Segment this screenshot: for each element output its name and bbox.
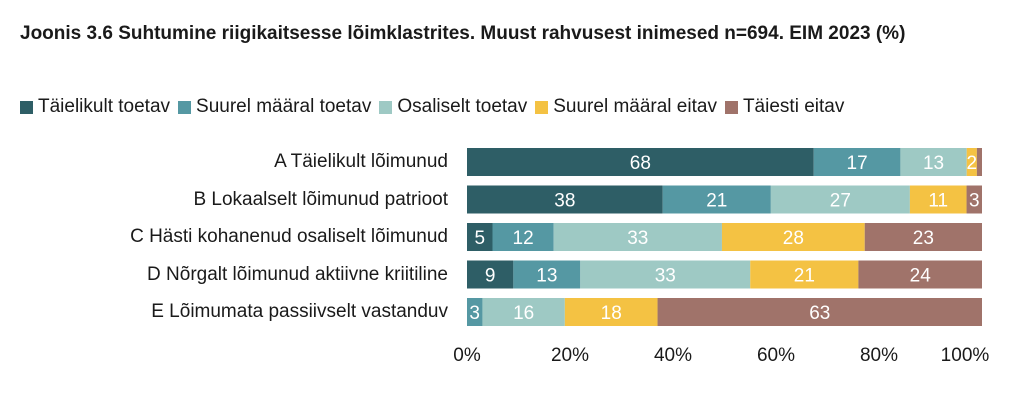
bar-segment <box>513 260 581 289</box>
data-label: 5 <box>474 228 485 249</box>
legend-label: Osaliselt toetav <box>397 96 528 117</box>
legend-label: Täielikult toetav <box>38 96 171 117</box>
data-label: 68 <box>630 153 651 174</box>
bar-segment <box>813 148 901 176</box>
data-label: 12 <box>513 228 534 249</box>
legend-label: Suurel määral toetav <box>196 96 372 117</box>
bar-segment <box>657 298 982 326</box>
legend-item: Suurel määral eitav <box>535 96 717 118</box>
bar-segment <box>966 185 982 214</box>
legend-label: Täiesti eitav <box>742 96 845 117</box>
bar-segment <box>976 148 982 176</box>
data-label: 3 <box>969 191 980 212</box>
bar-segment <box>662 185 771 214</box>
bar-segment <box>482 298 565 326</box>
bar-segment <box>750 260 859 289</box>
legend-label: Suurel määral eitav <box>553 96 717 117</box>
bar-segment <box>553 223 722 251</box>
bar-segment <box>467 185 663 214</box>
bar-segment <box>909 185 967 214</box>
data-label: 23 <box>913 228 934 249</box>
data-label: 18 <box>601 303 622 324</box>
data-label: 38 <box>554 191 575 212</box>
data-label: 24 <box>910 266 932 287</box>
data-label: 28 <box>783 228 804 249</box>
data-label: 33 <box>627 228 648 249</box>
legend: Täielikult toetav Suurel määral toetav Osa… <box>20 96 852 118</box>
legend-item: Täiesti eitav <box>724 96 845 118</box>
data-label: 27 <box>830 191 851 212</box>
bar-segment <box>467 223 493 251</box>
legend-swatch <box>20 100 33 114</box>
x-tick-label: 0% <box>453 345 481 366</box>
bar-segment <box>467 148 814 176</box>
bar-segment <box>858 260 982 289</box>
legend-swatch <box>379 100 393 114</box>
x-tick-label: 100% <box>940 345 990 366</box>
chart-title: Joonis 3.6 Suhtumine riigikaitsesse lõim… <box>20 23 906 44</box>
x-tick-label: 80% <box>859 345 899 366</box>
bar-segment <box>564 298 658 326</box>
category-label: D Nõrgalt lõimunud aktiivne kriitiline <box>147 263 448 285</box>
legend-item: Suurel määral toetav <box>178 96 371 118</box>
bar-segment <box>966 148 977 176</box>
x-tick-label: 40% <box>653 345 693 366</box>
data-label: 13 <box>536 266 557 287</box>
bar-segment <box>492 223 554 251</box>
data-label: 13 <box>923 153 944 174</box>
bar-segment <box>864 223 982 251</box>
data-label: 21 <box>706 191 727 212</box>
bar-segment <box>721 223 865 251</box>
data-label: 21 <box>794 266 815 287</box>
legend-item: Täielikult toetav <box>20 96 170 118</box>
legend-item: Osaliselt toetav <box>379 96 527 118</box>
x-tick-label: 60% <box>756 345 796 366</box>
legend-swatch <box>178 100 192 114</box>
bar-segment <box>580 260 751 289</box>
bar-segment <box>900 148 967 176</box>
category-label: E Lõimumata passiivselt vastanduv <box>151 301 448 322</box>
data-label: 63 <box>809 303 830 324</box>
data-label: 16 <box>513 303 534 324</box>
bar-segment <box>467 260 514 289</box>
data-label: 3 <box>469 303 480 324</box>
x-tick-label: 20% <box>550 345 590 366</box>
legend-swatch <box>535 100 549 114</box>
legend-swatch <box>724 100 738 114</box>
data-label: 2 <box>967 153 978 174</box>
category-label: A Täielikult lõimunud <box>274 151 448 172</box>
bar-segment <box>467 298 483 326</box>
bar-segment <box>770 185 910 214</box>
data-label: 17 <box>847 153 868 174</box>
data-label: 9 <box>485 266 496 287</box>
category-label: B Lokaalselt lõimunud patrioot <box>193 188 448 210</box>
data-label: 33 <box>655 266 676 287</box>
data-label: 11 <box>928 191 948 212</box>
category-label: C Hästi kohanenud osaliselt lõimunud <box>130 226 448 247</box>
